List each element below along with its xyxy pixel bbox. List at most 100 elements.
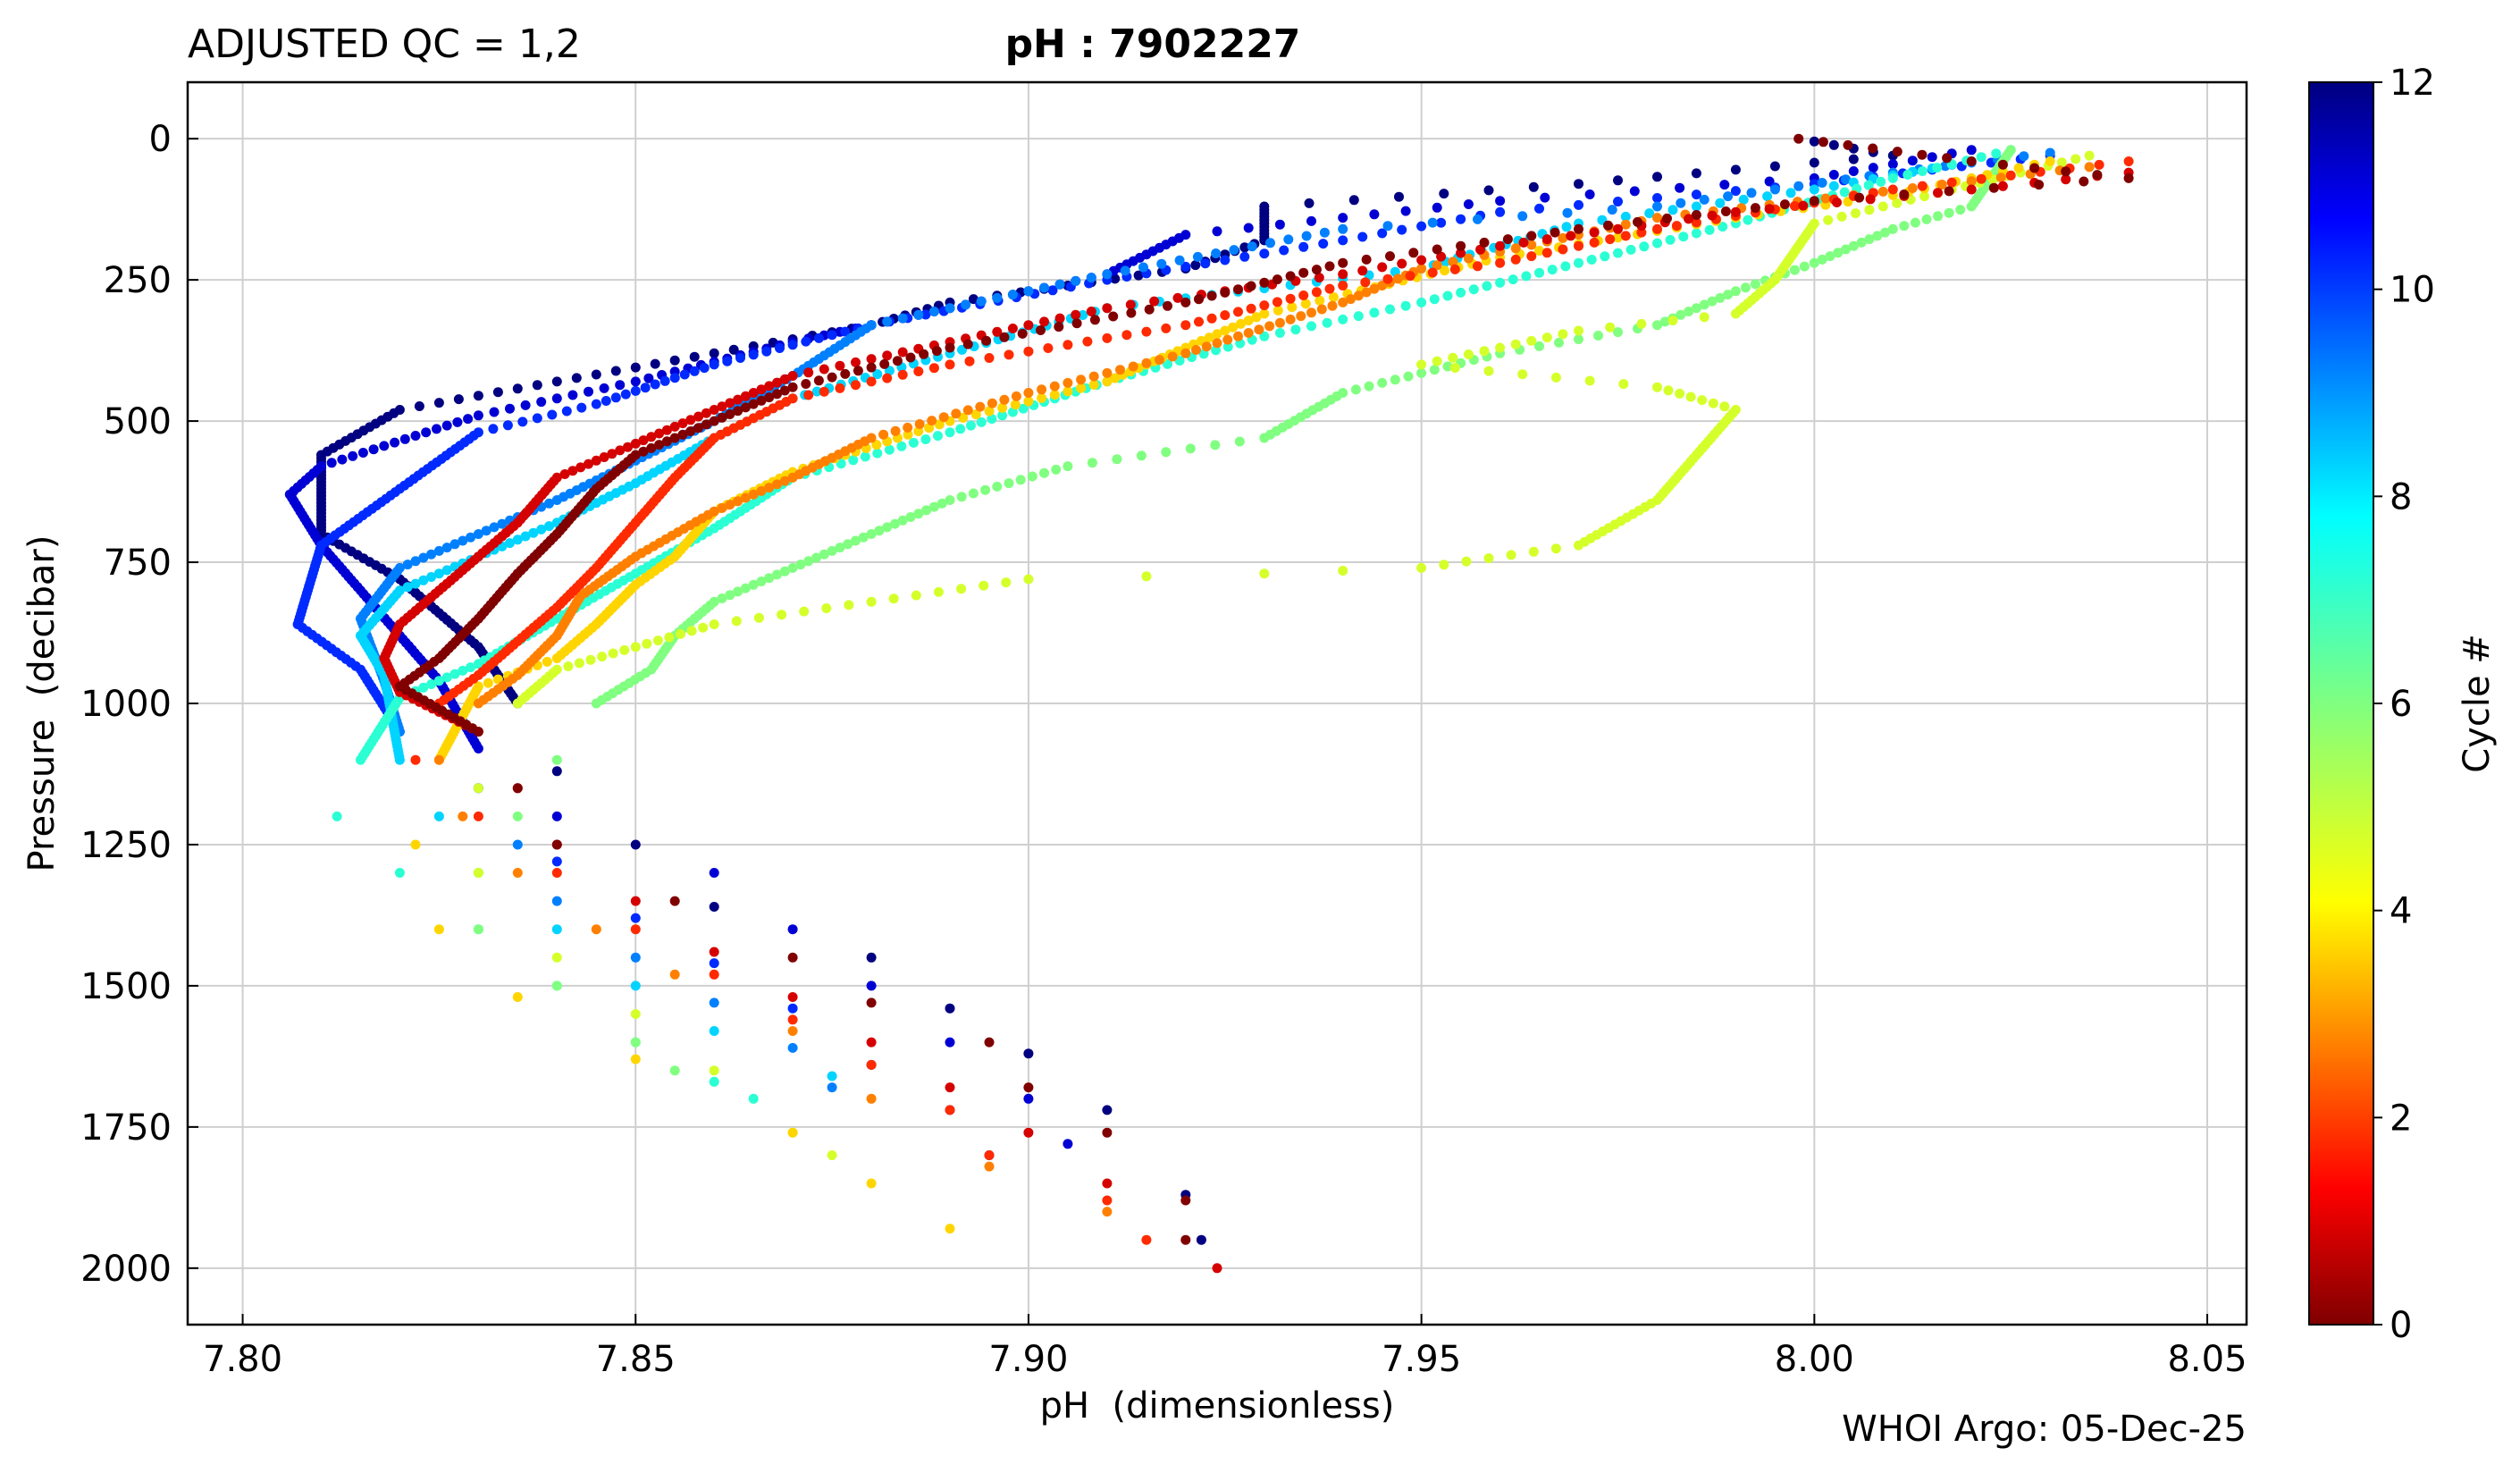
data-point xyxy=(1102,332,1113,343)
data-point xyxy=(961,299,971,310)
data-point xyxy=(433,924,444,935)
data-point xyxy=(803,367,814,378)
data-point xyxy=(1405,271,1415,282)
data-point xyxy=(1510,243,1521,254)
data-point xyxy=(1201,341,1212,352)
data-point xyxy=(410,431,421,441)
data-point xyxy=(1063,377,1073,388)
data-point xyxy=(1200,258,1211,269)
data-point xyxy=(1510,339,1521,349)
data-point xyxy=(669,1065,680,1076)
data-point xyxy=(584,459,593,469)
data-point xyxy=(987,414,997,425)
colorbar-tick-label: 8 xyxy=(2390,476,2412,518)
data-point xyxy=(1899,221,1910,231)
data-point xyxy=(992,481,1003,492)
data-point xyxy=(1944,186,1954,197)
data-point xyxy=(764,392,775,403)
data-point xyxy=(1180,348,1191,358)
data-point xyxy=(1809,157,1819,168)
data-point xyxy=(1892,198,1903,208)
scatter-points xyxy=(284,133,2134,1274)
data-point xyxy=(819,386,829,397)
data-point xyxy=(1652,213,1662,223)
data-point xyxy=(819,549,829,560)
data-point xyxy=(772,389,782,400)
data-point xyxy=(1353,290,1364,301)
data-point xyxy=(1868,143,1878,154)
data-point xyxy=(466,662,476,673)
data-point xyxy=(1416,297,1427,307)
data-point xyxy=(753,612,764,623)
data-point xyxy=(1907,156,1918,166)
data-point xyxy=(1054,279,1065,290)
data-point xyxy=(1528,181,1539,192)
data-point xyxy=(1141,1234,1152,1245)
data-point xyxy=(1125,299,1136,310)
data-point xyxy=(2084,150,2095,161)
data-point xyxy=(933,586,944,597)
data-point xyxy=(1204,332,1214,343)
data-point xyxy=(945,1224,955,1234)
data-point xyxy=(1636,318,1647,329)
data-point xyxy=(890,425,901,436)
data-point xyxy=(686,626,697,636)
data-point xyxy=(896,441,907,451)
data-point xyxy=(551,924,562,935)
data-point xyxy=(1180,320,1191,331)
data-point xyxy=(1324,261,1335,272)
data-point xyxy=(1102,303,1113,314)
series-cycle-12 xyxy=(394,133,2134,1245)
data-point xyxy=(1196,1234,1206,1245)
data-point xyxy=(866,1178,877,1189)
data-point xyxy=(1429,294,1440,305)
data-point xyxy=(1010,400,1021,410)
data-point xyxy=(433,754,444,765)
data-point xyxy=(748,399,759,409)
data-point xyxy=(1586,255,1597,265)
data-point xyxy=(1086,307,1096,316)
data-point xyxy=(1997,181,2008,191)
data-point xyxy=(1468,284,1479,295)
data-point xyxy=(787,1042,798,1053)
data-point xyxy=(1456,287,1466,298)
data-point xyxy=(1691,168,1701,179)
data-point xyxy=(1574,257,1583,268)
data-point xyxy=(725,500,735,510)
data-point xyxy=(2013,163,2024,173)
data-point xyxy=(1233,331,1243,341)
data-point xyxy=(1574,223,1583,234)
data-point xyxy=(1023,1093,1034,1104)
data-point xyxy=(1715,292,1726,303)
data-point xyxy=(1023,286,1034,297)
data-point xyxy=(1239,251,1250,262)
data-point xyxy=(1296,311,1306,322)
data-point xyxy=(1708,398,1718,408)
data-point xyxy=(1863,180,1874,190)
data-point xyxy=(512,534,523,545)
data-point xyxy=(601,396,611,406)
data-point xyxy=(984,1150,995,1160)
data-point xyxy=(584,386,593,397)
data-point xyxy=(1233,284,1243,295)
data-point xyxy=(1820,193,1831,204)
data-point xyxy=(945,1082,955,1093)
data-point xyxy=(787,562,798,573)
data-point xyxy=(851,535,861,546)
data-point xyxy=(1942,153,1953,164)
data-point xyxy=(1315,295,1325,306)
data-point xyxy=(733,406,743,417)
data-point xyxy=(640,383,651,393)
data-point xyxy=(1607,205,1617,215)
data-point xyxy=(1037,392,1047,403)
data-point xyxy=(473,391,483,401)
data-point xyxy=(1364,381,1374,391)
data-point xyxy=(779,476,790,486)
data-point xyxy=(591,399,601,409)
data-point xyxy=(1311,287,1322,298)
data-point xyxy=(722,356,733,366)
data-point xyxy=(1625,244,1636,255)
data-point xyxy=(1482,281,1492,291)
data-point xyxy=(1191,345,1201,355)
data-point xyxy=(630,1009,641,1019)
